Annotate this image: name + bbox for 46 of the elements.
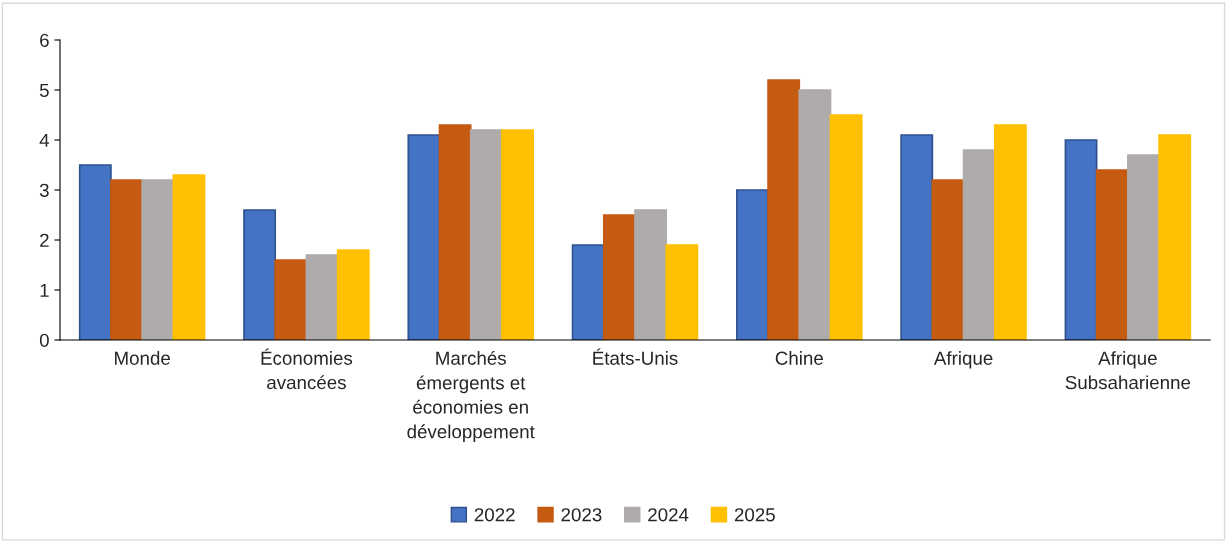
x-tick-label: Marchés émergents et économies en développement — [407, 350, 535, 443]
bar — [634, 209, 668, 340]
y-tick-label: 0 — [39, 333, 49, 347]
bar — [438, 124, 472, 340]
bar — [172, 174, 206, 340]
x-tick-label: Afrique Subsaharienne — [1065, 351, 1191, 390]
y-tick-label: 2 — [40, 233, 49, 247]
bar — [602, 214, 636, 340]
bar — [993, 124, 1027, 340]
bar — [141, 179, 175, 340]
bar — [469, 129, 503, 340]
bar — [501, 129, 534, 340]
bar — [243, 209, 277, 340]
bar — [78, 164, 112, 340]
bar — [110, 179, 143, 340]
legend-label: 2022 — [474, 508, 515, 522]
legend-label: 2025 — [734, 508, 775, 522]
bar — [274, 259, 308, 340]
bar — [736, 189, 769, 340]
bar — [798, 89, 832, 340]
y-tick-label: 6 — [40, 33, 49, 47]
bar — [900, 134, 934, 340]
bar — [1127, 154, 1160, 340]
x-tick-label: Chine — [775, 351, 823, 365]
bar — [336, 249, 370, 340]
x-tick-label: États-Unis — [593, 348, 678, 365]
bar — [1064, 139, 1098, 340]
bar — [665, 244, 699, 340]
bar — [962, 149, 996, 340]
bar — [931, 179, 965, 340]
x-tick-label: Monde — [115, 351, 170, 365]
y-tick-label: 4 — [39, 133, 50, 147]
legend-label: 2023 — [561, 508, 602, 522]
bar — [829, 114, 863, 340]
x-tick-label: Afrique — [933, 351, 993, 369]
y-tick-label: 3 — [39, 183, 49, 197]
bar — [305, 254, 339, 340]
y-tick-label: 5 — [39, 83, 49, 97]
bar — [767, 79, 801, 340]
bar — [407, 134, 441, 340]
bar — [571, 244, 605, 340]
bar — [1158, 134, 1192, 340]
legend-label: 2024 — [648, 508, 689, 522]
x-tick-label: Économies avancées — [261, 348, 353, 390]
bar — [1095, 169, 1129, 340]
y-tick-label: 1 — [40, 283, 49, 297]
